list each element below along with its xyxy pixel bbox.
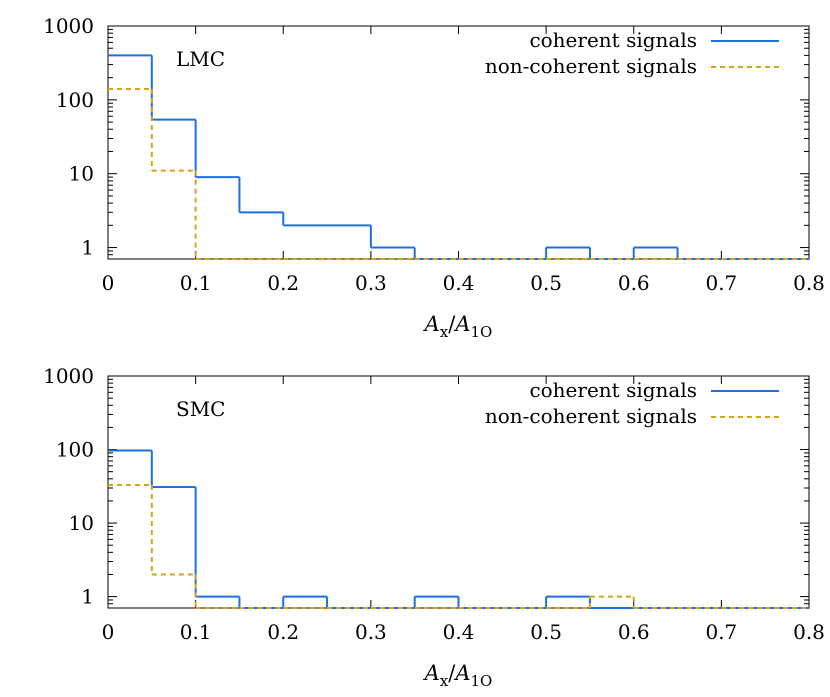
x-tick-label: 0.5 <box>530 620 562 644</box>
x-tick-label: 0 <box>102 620 115 644</box>
lmc-panel: 0 0.1 0.2 0.3 0.4 0.5 0.6 0.7 0.8 1 10 100 1000 coher… <box>43 14 825 341</box>
series-coherent <box>108 449 809 609</box>
x-tick-label: 0.8 <box>793 620 825 644</box>
y-tick-label: 100 <box>56 438 94 462</box>
x-tick-label: 0.5 <box>530 271 562 295</box>
x-tick-label: 0.4 <box>443 620 475 644</box>
y-tick-label: 1 <box>81 585 94 609</box>
x-tick-label: 0.7 <box>705 620 737 644</box>
x-tick-label: 0.6 <box>618 271 650 295</box>
y-tick-label: 1000 <box>43 14 94 38</box>
series-non-coherent <box>108 88 809 260</box>
x-tick-label: 0.4 <box>443 271 475 295</box>
y-tick-label: 1 <box>81 236 94 260</box>
y-tick-label: 1000 <box>43 364 94 388</box>
x-tick-label: 0.6 <box>618 620 650 644</box>
y-tick-label: 10 <box>69 511 94 535</box>
x-tick-label: 0.3 <box>355 620 387 644</box>
legend-label: coherent signals <box>529 378 697 402</box>
x-tick-label: 0.7 <box>705 271 737 295</box>
x-axis-label: Ax/A1O <box>423 312 493 341</box>
x-tick-label: 0.2 <box>267 620 299 644</box>
series-non-coherent <box>108 483 809 609</box>
x-tick-label: 0.2 <box>267 271 299 295</box>
x-tick-label: 0 <box>102 271 115 295</box>
x-tick-label: 0.1 <box>180 620 212 644</box>
x-tick-label: 0.3 <box>355 271 387 295</box>
y-tick-label: 10 <box>69 162 94 186</box>
legend-label: coherent signals <box>529 28 697 52</box>
panel-label: SMC <box>176 397 225 421</box>
series-coherent <box>108 54 809 260</box>
smc-panel: 0 0.1 0.2 0.3 0.4 0.5 0.6 0.7 0.8 1 10 100 1000 coher… <box>43 364 825 690</box>
panel-label: LMC <box>176 47 225 71</box>
y-tick-label: 100 <box>56 88 94 112</box>
legend-label: non-coherent signals <box>485 404 697 428</box>
x-tick-label: 0.8 <box>793 271 825 295</box>
x-axis-label: Ax/A1O <box>423 661 493 690</box>
legend-label: non-coherent signals <box>485 54 697 78</box>
x-tick-label: 0.1 <box>180 271 212 295</box>
